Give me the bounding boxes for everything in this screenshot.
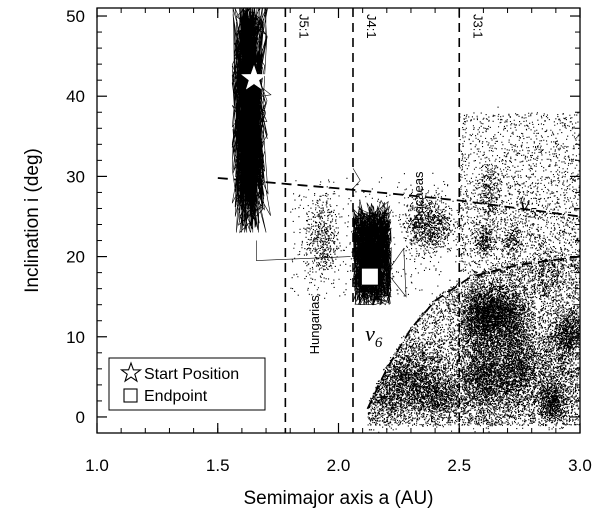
start-position-star [240, 64, 268, 90]
y-tick-label: 0 [76, 408, 85, 427]
x-axis-label: Semimajor axis a (AU) [243, 488, 433, 509]
secular-resonance-subscript: 5 [529, 206, 537, 222]
y-tick-label: 20 [66, 248, 85, 267]
square-icon [123, 388, 138, 403]
legend-start-label: Start Position [144, 366, 239, 383]
x-tick-label: 2.5 [447, 456, 471, 475]
y-tick-label: 50 [66, 7, 85, 26]
secular-resonance-label-nu5: ν5 [520, 192, 538, 222]
secular-resonance-subscript: 6 [375, 335, 383, 351]
resonance-label-j4-1: J4:1 [364, 14, 379, 39]
secular-resonance-nu6 [366, 255, 581, 410]
axis-ticks: 1.0 1.5 2.0 2.5 3.0 0 10 20 30 40 50 [66, 7, 592, 475]
legend: Start Position Endpoint [108, 357, 266, 411]
y-axis-label: Inclination i (deg) [22, 148, 43, 293]
x-tick-label: 1.5 [206, 456, 230, 475]
orbital-evolution-track [231, 6, 407, 306]
x-tick-label: 3.0 [568, 456, 592, 475]
resonance-label-j5-1: J5:1 [296, 14, 311, 39]
x-tick-label: 1.0 [85, 456, 109, 475]
scatter-points [290, 106, 581, 433]
x-tick-label: 2.0 [327, 456, 351, 475]
y-tick-label: 40 [66, 87, 85, 106]
region-label-hungarias: Hungarias [307, 295, 322, 355]
legend-endpoint-label: Endpoint [144, 388, 208, 405]
endpoint-square [361, 268, 378, 285]
y-tick-label: 30 [66, 167, 85, 186]
resonance-label-j3-1: J3:1 [470, 14, 485, 39]
region-label-phocaeas: Phocaeas [411, 171, 426, 229]
star-icon [119, 361, 143, 383]
y-tick-label: 10 [66, 328, 85, 347]
evolution-track-path [231, 6, 407, 306]
secular-resonance-nu5 [217, 177, 581, 218]
secular-resonance-label-nu6: ν6 [365, 321, 383, 351]
resonance-lines [217, 8, 581, 433]
background-asteroid-scatter [290, 106, 581, 433]
